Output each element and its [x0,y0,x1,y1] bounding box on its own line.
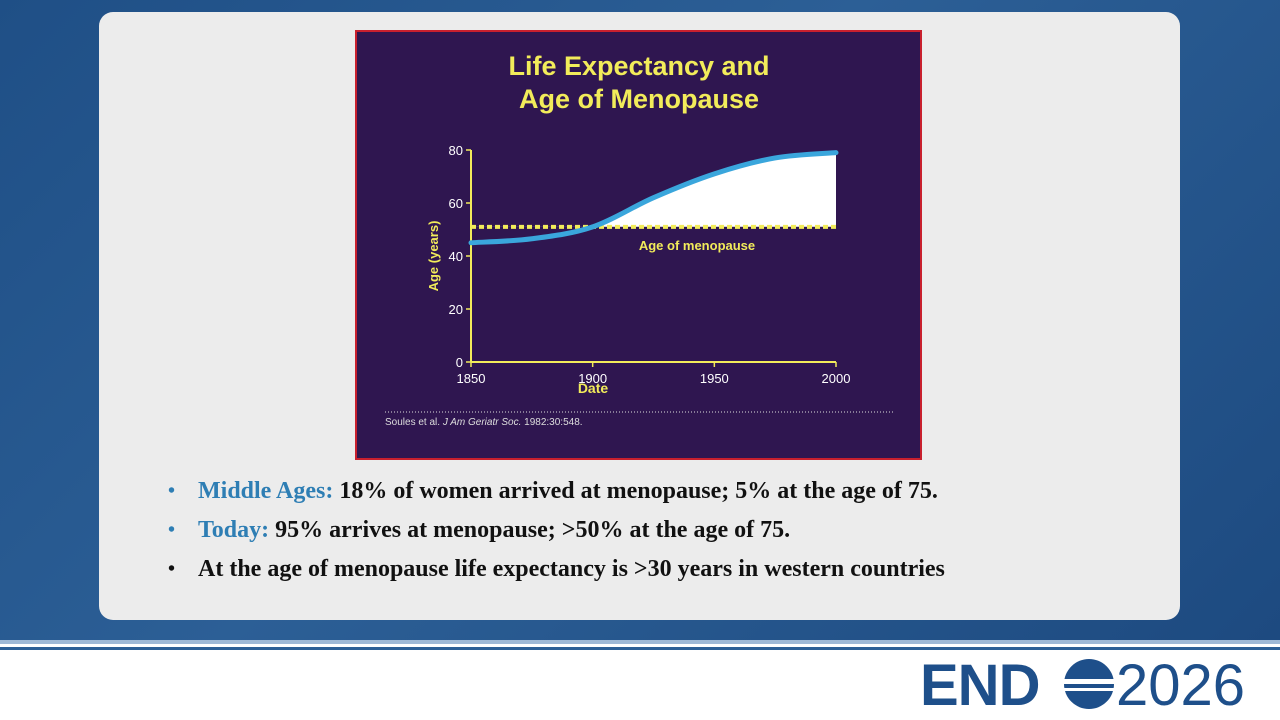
logo-globe [1060,659,1118,709]
source-authors: Soules et al. [385,417,440,428]
chart-frame [355,30,922,460]
bullet-label: Today: [198,517,270,543]
bullet-list: Middle Ages: 18% of women arrived at men… [168,472,945,589]
fill-between [592,152,836,227]
life-expectancy-line [468,150,839,246]
source-journal: J Am Geriatr Soc. [442,417,522,428]
bullet-label: Middle Ages: [198,478,334,504]
stripe [0,640,1280,644]
source-ref: 1982:30:548. [524,417,582,428]
bullet: Today: 95% arrives at menopause; >50% at… [168,511,945,550]
y-tick-label: 0 [456,355,463,370]
bullet: At the age of menopause life expectancy … [168,550,945,589]
x-tick-label: 1850 [457,371,486,386]
y-tick-label: 40 [449,249,463,264]
y-tick-label: 80 [449,143,463,158]
logo-right: 2026 [1116,655,1245,715]
chart: Life Expectancy and Age of Menopause Dat… [355,30,922,460]
chart-title: Age of Menopause [519,84,759,114]
x-tick-label: 1950 [700,371,729,386]
bullet-text: At the age of menopause life expectancy … [198,556,945,582]
logo: END 2026 [920,655,1245,715]
series-label: Age of menopause [639,238,755,253]
x-axis-label: Date [578,380,609,396]
source: Soules et al. J Am Geriatr Soc. 1982:30:… [385,417,583,428]
bullet: Middle Ages: 18% of women arrived at men… [168,472,945,511]
stripe [0,647,1280,650]
chart-title: Life Expectancy and [508,51,769,81]
y-axis-label: Age (years) [426,221,441,292]
x-tick-label: 1900 [578,371,607,386]
y-tick-label: 20 [449,302,463,317]
bullet-text: 18% of women arrived at menopause; 5% at… [339,478,938,504]
x-tick-label: 2000 [822,371,851,386]
bullet-text: 95% arrives at menopause; >50% at the ag… [275,517,791,543]
logo-left: END [920,655,1039,715]
y-tick-label: 60 [449,196,463,211]
